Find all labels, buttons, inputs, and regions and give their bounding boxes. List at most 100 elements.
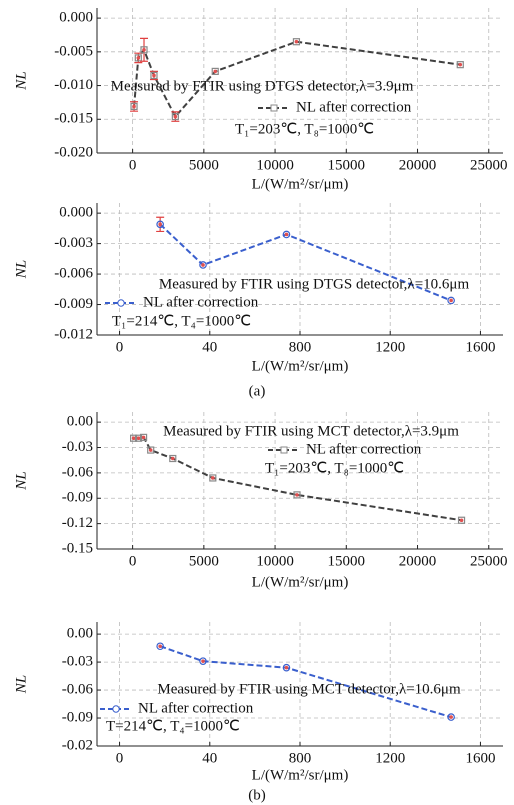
annotation: T₁=203℃, T₈=1000℃ bbox=[235, 121, 374, 137]
legend-label: NL after correction bbox=[143, 294, 259, 310]
marker-dot bbox=[458, 62, 463, 67]
marker bbox=[211, 67, 219, 75]
marker-dot bbox=[158, 222, 162, 227]
marker bbox=[282, 230, 291, 239]
marker bbox=[199, 261, 207, 269]
marker-dot bbox=[173, 114, 178, 119]
marker bbox=[447, 296, 455, 305]
legend-label: NL after correction bbox=[138, 700, 254, 716]
annotation: T₁=203℃, T₈=1000℃ bbox=[265, 460, 404, 476]
marker-dot bbox=[136, 56, 141, 60]
y-tick-label: -0.09 bbox=[62, 709, 93, 725]
x-tick-label: 10000 bbox=[256, 157, 294, 173]
y-axis-label: NL bbox=[13, 71, 29, 90]
x-tick-label: 40 bbox=[202, 339, 217, 355]
marker bbox=[130, 102, 138, 111]
y-tick-label: -0.03 bbox=[62, 654, 93, 670]
y-tick-label: -0.09 bbox=[62, 490, 93, 506]
marker-dot bbox=[170, 456, 175, 461]
x-axis-label: L/(W/m²/sr/μm) bbox=[252, 176, 349, 192]
annotation: Measured by FTIR using DTGS detector,λ=1… bbox=[159, 276, 470, 292]
series-line bbox=[159, 223, 452, 302]
y-tick-label: -0.12 bbox=[62, 515, 93, 531]
marker bbox=[140, 46, 148, 54]
x-axis-label: L/(W/m²/sr/μm) bbox=[252, 358, 349, 374]
marker bbox=[292, 38, 301, 46]
y-tick-label: -0.06 bbox=[62, 464, 94, 480]
legend-marker bbox=[280, 446, 288, 454]
x-tick-label: 40 bbox=[202, 750, 217, 766]
x-tick-label: 800 bbox=[289, 339, 312, 355]
marker-dot bbox=[284, 232, 289, 237]
x-tick-label: 1600 bbox=[465, 339, 495, 355]
legend-marker bbox=[270, 104, 278, 112]
marker bbox=[150, 71, 158, 80]
marker-dot bbox=[213, 69, 218, 74]
marker-dot bbox=[136, 436, 141, 441]
x-tick-label: 20000 bbox=[399, 553, 437, 569]
marker-dot bbox=[142, 48, 146, 52]
x-tick-label: 20000 bbox=[399, 157, 437, 173]
marker bbox=[130, 434, 138, 442]
annotation: Measured by FTIR using MCT detector,λ=10… bbox=[157, 681, 461, 697]
marker-dot bbox=[148, 448, 153, 452]
x-tick-label: 0 bbox=[129, 553, 137, 569]
y-tick-label: -0.010 bbox=[54, 77, 93, 93]
x-tick-label: 0 bbox=[129, 157, 137, 173]
series-line bbox=[159, 645, 452, 719]
marker-dot bbox=[295, 493, 299, 497]
annotation: T=214℃, T₄=1000℃ bbox=[106, 718, 240, 734]
marker-dot bbox=[158, 644, 162, 649]
marker bbox=[139, 433, 148, 441]
marker bbox=[156, 642, 164, 651]
marker-dot bbox=[211, 476, 215, 480]
marker-dot bbox=[459, 518, 464, 523]
marker bbox=[447, 713, 455, 721]
marker bbox=[209, 474, 217, 482]
legend-label: NL after correction bbox=[306, 441, 422, 457]
x-axis-label: L/(W/m²/sr/μm) bbox=[252, 767, 349, 783]
legend-marker bbox=[112, 705, 120, 713]
marker-dot bbox=[132, 104, 136, 109]
y-tick-label: -0.15 bbox=[62, 540, 93, 556]
marker-dot bbox=[284, 665, 289, 670]
marker-dot bbox=[449, 715, 453, 719]
y-axis-label: NL bbox=[13, 260, 29, 279]
marker bbox=[199, 657, 207, 665]
y-tick-label: 0.00 bbox=[67, 626, 93, 642]
y-tick-label: -0.012 bbox=[54, 326, 93, 342]
x-tick-label: 0 bbox=[116, 750, 124, 766]
y-tick-label: 0.000 bbox=[59, 10, 93, 26]
x-tick-label: 1600 bbox=[465, 750, 495, 766]
x-tick-label: 0 bbox=[116, 339, 124, 355]
y-tick-label: -0.015 bbox=[54, 111, 93, 127]
annotation: T₁=214℃, T₄=1000℃ bbox=[112, 313, 251, 329]
y-tick-label: -0.06 bbox=[62, 681, 94, 697]
marker bbox=[134, 54, 142, 62]
y-tick-label: -0.003 bbox=[54, 235, 93, 251]
marker bbox=[282, 663, 291, 672]
marker-dot bbox=[449, 298, 453, 303]
x-axis-label: L/(W/m²/sr/μm) bbox=[252, 574, 349, 590]
y-tick-label: -0.006 bbox=[54, 266, 93, 282]
x-tick-label: 5000 bbox=[189, 157, 219, 173]
marker-dot bbox=[141, 435, 146, 440]
marker bbox=[293, 491, 301, 499]
legend-label: NL after correction bbox=[296, 99, 412, 115]
y-tick-label: 0.000 bbox=[59, 205, 93, 221]
y-tick-label: -0.02 bbox=[62, 737, 93, 753]
marker-dot bbox=[294, 39, 299, 44]
caption: (b) bbox=[248, 787, 266, 803]
marker-dot bbox=[131, 436, 136, 441]
x-tick-label: 15000 bbox=[328, 553, 366, 569]
marker bbox=[156, 220, 164, 229]
marker bbox=[456, 61, 464, 69]
marker-dot bbox=[201, 659, 205, 663]
y-tick-label: -0.03 bbox=[62, 439, 93, 455]
marker bbox=[169, 454, 177, 463]
marker-dot bbox=[201, 263, 205, 267]
x-tick-label: 5000 bbox=[189, 553, 219, 569]
marker-dot bbox=[152, 73, 156, 78]
x-tick-label: 1200 bbox=[375, 750, 405, 766]
